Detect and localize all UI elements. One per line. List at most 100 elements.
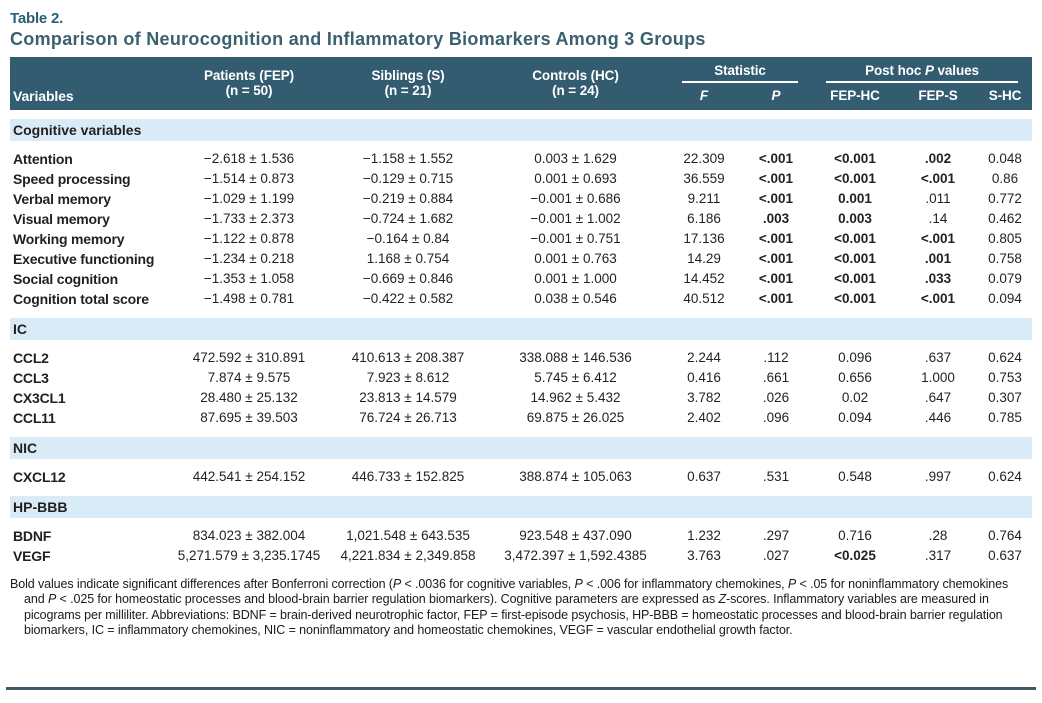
col-header-variables: Variables xyxy=(10,57,165,114)
table-row: Speed processing −1.514 ± 0.873 −0.129 ± 0… xyxy=(10,169,1032,189)
value-cell: 0.637 xyxy=(988,547,1022,563)
value-cell: <.001 xyxy=(758,170,794,186)
page-title: Comparison of Neurocognition and Inflamm… xyxy=(10,29,706,49)
value-cell: 23.813 ± 14.579 xyxy=(359,389,457,405)
section-row: HP-BBB xyxy=(10,486,1033,526)
value-cell: 410.613 ± 208.387 xyxy=(351,349,465,365)
value-cell: −2.618 ± 1.536 xyxy=(203,150,295,166)
value-cell: <.001 xyxy=(758,250,794,266)
header-row-subcolumns: F P FEP-HC FEP-S S-HC xyxy=(10,86,1033,114)
value-cell: 0.462 xyxy=(988,210,1022,226)
value-cell: 7.923 ± 8.612 xyxy=(366,369,450,385)
value-cell: 0.753 xyxy=(988,369,1022,385)
value-cell: 87.695 ± 39.503 xyxy=(200,409,298,425)
value-cell: −1.353 ± 1.058 xyxy=(203,270,295,286)
section-header: NIC xyxy=(10,427,1033,467)
table-row: Cognition total score −1.498 ± 0.781 −0.42… xyxy=(10,289,1032,314)
value-cell: 442.541 ± 254.152 xyxy=(192,468,306,484)
group-header-line1: Siblings (S) xyxy=(371,67,445,83)
table-row: CXCL12 442.541 ± 254.152 446.733 ± 152.825… xyxy=(10,463,1032,492)
value-cell: 69.875 ± 26.025 xyxy=(526,409,625,425)
value-cell: .317 xyxy=(924,547,952,563)
group-header-line1: Patients (FEP) xyxy=(203,67,295,83)
value-cell: .661 xyxy=(762,369,790,385)
value-cell: <0.025 xyxy=(834,547,876,563)
value-cell: 0.003 xyxy=(838,210,872,226)
table-number-label: Table 2. xyxy=(10,10,64,27)
value-cell: 1.232 xyxy=(687,527,721,543)
value-cell: .003 xyxy=(762,210,790,226)
value-cell: .001 xyxy=(924,250,952,266)
value-cell: 0.772 xyxy=(988,190,1022,206)
value-cell: 0.758 xyxy=(988,250,1022,266)
table-row: CCL3 7.874 ± 9.575 7.923 ± 8.612 5.745 ± 6.… xyxy=(10,368,1032,388)
value-cell: −0.219 ± 0.884 xyxy=(362,190,454,206)
value-cell: 0.02 xyxy=(841,389,869,405)
value-cell: 76.724 ± 26.713 xyxy=(359,409,457,425)
value-cell: 9.211 xyxy=(687,190,721,206)
value-cell: .112 xyxy=(763,349,789,365)
value-cell: 0.094 xyxy=(988,290,1022,306)
value-cell: <.001 xyxy=(758,270,794,286)
value-cell: −0.669 ± 0.846 xyxy=(362,270,454,286)
data-table: Variables Patients (FEP) (n = 50) Siblin… xyxy=(10,57,1033,566)
value-cell: 0.416 xyxy=(687,369,721,385)
value-cell: .997 xyxy=(924,468,952,484)
value-cell: 0.001 ± 0.763 xyxy=(534,250,617,266)
col-header-siblings: Siblings (S) (n = 21) xyxy=(333,57,483,114)
value-cell: 834.023 ± 382.004 xyxy=(192,527,306,543)
section-row: IC xyxy=(10,308,1033,348)
value-cell: −0.129 ± 0.715 xyxy=(362,170,454,186)
value-cell: 28.480 ± 25.132 xyxy=(200,389,298,405)
value-cell: 0.038 ± 0.546 xyxy=(534,290,617,306)
variable-cell: VEGF xyxy=(13,547,51,564)
variable-cell: Social cognition xyxy=(13,270,118,287)
value-cell: 0.637 xyxy=(687,468,721,484)
variable-cell: CCL11 xyxy=(13,409,56,426)
value-cell: 388.874 ± 105.063 xyxy=(519,468,632,484)
variable-cell: Visual memory xyxy=(13,210,110,227)
value-cell: −0.001 ± 0.686 xyxy=(530,190,621,206)
value-cell: .096 xyxy=(762,409,790,425)
section-header: Cognitive variables xyxy=(10,109,1033,149)
value-cell: 5,271.579 ± 3,235.1745 xyxy=(177,547,321,563)
section-header: HP-BBB xyxy=(10,486,1033,526)
variable-cell: BDNF xyxy=(13,527,52,544)
bottom-rule xyxy=(6,687,1036,690)
variable-cell: CCL3 xyxy=(13,369,49,386)
value-cell: 0.001 xyxy=(838,190,872,206)
variable-cell: Cognition total score xyxy=(13,290,149,307)
value-cell: 36.559 xyxy=(683,170,725,186)
table-row: CCL11 87.695 ± 39.503 76.724 ± 26.713 69.87… xyxy=(10,408,1032,433)
col-header-controls: Controls (HC) (n = 24) xyxy=(483,57,668,114)
value-cell: .14 xyxy=(928,210,948,226)
value-cell: −1.029 ± 1.199 xyxy=(203,190,295,206)
table-row: Verbal memory −1.029 ± 1.199 −0.219 ± 0.88… xyxy=(10,189,1032,209)
value-cell: <.001 xyxy=(758,290,794,306)
value-cell: .637 xyxy=(924,349,952,365)
group-header-line2: (n = 21) xyxy=(384,82,432,98)
value-cell: 17.136 xyxy=(683,230,725,246)
value-cell: <.001 xyxy=(920,230,956,246)
table-row: Visual memory −1.733 ± 2.373 −0.724 ± 1.68… xyxy=(10,209,1032,229)
value-cell: 0.624 xyxy=(988,349,1022,365)
variable-cell: Speed processing xyxy=(13,170,131,187)
value-cell: −0.422 ± 0.582 xyxy=(362,290,454,306)
value-cell: −1.498 ± 0.781 xyxy=(203,290,295,306)
value-cell: 2.402 xyxy=(687,409,721,425)
value-cell: −0.164 ± 0.84 xyxy=(366,230,450,246)
value-cell: 40.512 xyxy=(683,290,725,306)
value-cell: −0.724 ± 1.682 xyxy=(362,210,454,226)
value-cell: 3,472.397 ± 1,592.4385 xyxy=(504,547,647,563)
value-cell: −1.122 ± 0.878 xyxy=(203,230,295,246)
section-row: Cognitive variables xyxy=(10,109,1033,149)
value-cell: 1,021.548 ± 643.535 xyxy=(346,527,470,543)
value-cell: .027 xyxy=(762,547,790,563)
value-cell: −1.234 ± 0.218 xyxy=(203,250,295,266)
value-cell: 0.764 xyxy=(988,527,1022,543)
table-row: CCL2 472.592 ± 310.891 410.613 ± 208.387 33… xyxy=(10,344,1032,368)
table-row: Social cognition −1.353 ± 1.058 −0.669 ± 0… xyxy=(10,269,1032,289)
section-row: NIC xyxy=(10,427,1033,467)
col-header-statistic: Statistic xyxy=(668,57,812,86)
value-cell: <0.001 xyxy=(834,170,876,186)
